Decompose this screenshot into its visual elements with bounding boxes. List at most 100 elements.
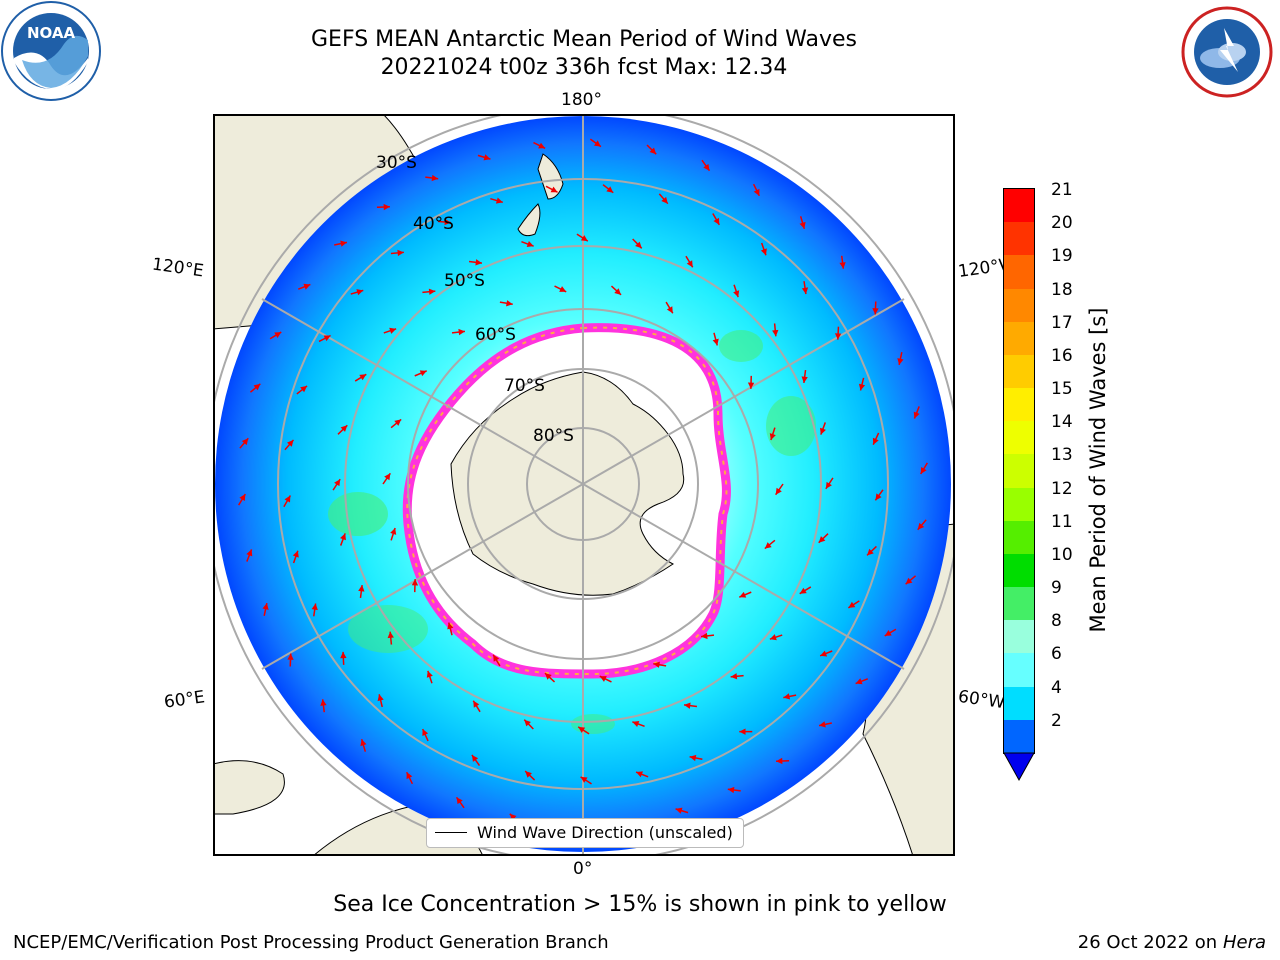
wave-arrow-head xyxy=(739,591,747,598)
wave-arrow-head xyxy=(820,650,828,657)
wave-arrow-head xyxy=(274,332,282,338)
wave-arrow-head xyxy=(262,603,269,610)
wave-arrow-head xyxy=(783,693,791,700)
footer-machine: Hera xyxy=(1222,932,1266,953)
wave-arrow-head xyxy=(526,241,534,248)
wave-arrow-head xyxy=(733,290,740,298)
colorbar-segment xyxy=(1004,454,1034,489)
colorbar-label: Mean Period of Wind Waves [s] xyxy=(1086,307,1110,633)
wave-arrow-head xyxy=(389,327,397,334)
wave-arrow-head xyxy=(769,433,776,441)
colorbar-tick-label: 14 xyxy=(1051,412,1073,433)
wave-arrow-head xyxy=(905,577,913,585)
wave-arrow-head xyxy=(580,776,588,783)
wave-arrow-head xyxy=(739,728,746,735)
wave-arrow-head xyxy=(544,673,552,680)
wave-arrow-head xyxy=(593,140,601,147)
meridian-label-120e: 120°E xyxy=(150,254,205,282)
wave-arrow-head xyxy=(848,601,856,608)
colorbar-segment xyxy=(1004,553,1034,588)
wave-arrow-head xyxy=(818,536,826,543)
colorbar-tick-label: 6 xyxy=(1051,644,1062,665)
wave-arrow-head xyxy=(559,286,567,292)
colorbar-tick-label: 2 xyxy=(1051,710,1062,731)
wave-arrow-head xyxy=(292,550,299,558)
wave-arrow-head xyxy=(303,283,311,290)
colorbar-segment xyxy=(1004,719,1034,754)
colorbar-segment xyxy=(1004,620,1034,654)
wave-arrow-head xyxy=(419,370,427,377)
wave-arrow-head xyxy=(884,630,892,636)
wave-arrow-head xyxy=(776,757,783,765)
colorbar-tick-label: 8 xyxy=(1051,611,1062,632)
wave-arrow-head xyxy=(730,673,738,680)
wave-arrow-head xyxy=(483,154,491,161)
lat-label-80s: 80°S xyxy=(533,426,574,446)
lat-label-60s: 60°S xyxy=(475,325,516,345)
colorbar-segment xyxy=(1004,388,1034,422)
wave-arrow-head xyxy=(287,653,294,660)
wave-arrow-head xyxy=(819,427,826,435)
wave-arrow-head xyxy=(340,533,347,541)
wave-arrow-head xyxy=(920,467,927,474)
antarctic-map xyxy=(213,114,955,856)
colorbar-tick-label: 19 xyxy=(1051,246,1073,267)
wave-arrow-head xyxy=(872,437,879,445)
footer-left: NCEP/EMC/Verification Post Processing Pr… xyxy=(13,932,609,953)
wave-arrow-head xyxy=(917,522,925,530)
wave-arrow-head xyxy=(241,438,249,446)
wave-arrow-head xyxy=(825,481,832,489)
wave-arrow-head xyxy=(383,203,390,211)
legend-label: Wind Wave Direction (unscaled) xyxy=(477,823,733,842)
lat-label-40s: 40°S xyxy=(413,214,454,234)
wave-arrow-head xyxy=(538,142,546,149)
wave-direction-arrows xyxy=(238,138,928,830)
colorbar-tick-label: 11 xyxy=(1051,511,1073,532)
wave-arrow-head xyxy=(772,329,779,337)
map-legend: Wind Wave Direction (unscaled) xyxy=(426,818,744,848)
wave-arrow-head xyxy=(387,631,394,639)
wave-arrow-head xyxy=(384,473,391,481)
wave-arrow-head xyxy=(390,527,397,535)
wave-arrow-head xyxy=(872,308,879,315)
wave-arrow-head xyxy=(684,702,691,709)
wave-arrow-head xyxy=(913,411,920,419)
wave-arrow-head xyxy=(747,382,755,389)
lat-label-30s: 30°S xyxy=(376,153,417,173)
wave-arrow-head xyxy=(661,196,668,204)
wave-arrow-head xyxy=(377,694,384,702)
wave-arrow-head xyxy=(239,494,246,501)
wave-arrow-head xyxy=(897,358,904,365)
colorbar-segment xyxy=(1004,321,1034,356)
wave-arrow-head xyxy=(703,163,710,171)
colorbar-segment xyxy=(1004,587,1034,621)
wave-arrow-head xyxy=(875,493,882,501)
colorbar-segment xyxy=(1004,255,1034,290)
wave-arrow-head xyxy=(360,739,367,747)
colorbar-tick-label: 21 xyxy=(1051,180,1073,200)
wave-arrow-head xyxy=(769,634,777,641)
colorbar-tick-label: 20 xyxy=(1051,213,1073,234)
wave-arrow-head xyxy=(675,807,683,814)
colorbar-ticks: 21 20 19 18 17 16 15 14 13 12 11 10 9 8 6 4 2 xyxy=(1037,180,1077,770)
meridian-label-60e: 60°E xyxy=(162,687,207,713)
wave-arrow-head xyxy=(411,579,419,586)
wave-arrow-head xyxy=(834,333,842,340)
colorbar-segment xyxy=(1004,487,1034,522)
wave-arrow-head xyxy=(753,188,760,196)
map-frame xyxy=(213,114,955,856)
sea-ice-note: Sea Ice Concentration > 15% is shown in … xyxy=(333,892,947,917)
wave-arrow-head xyxy=(686,260,693,268)
wave-arrow-head xyxy=(475,259,482,266)
footer-right: 26 Oct 2022 on Hera xyxy=(1078,932,1266,954)
nws-logo xyxy=(1181,6,1273,98)
wave-arrow-head xyxy=(855,678,863,685)
colorbar-segment xyxy=(1004,653,1034,688)
wave-arrow-head xyxy=(340,651,347,659)
wave-arrow-head xyxy=(493,654,500,662)
colorbar xyxy=(1003,188,1035,754)
wave-arrow-head xyxy=(635,241,642,249)
noaa-logo: NOAA xyxy=(1,1,101,101)
lat-label-70s: 70°S xyxy=(504,376,545,396)
wave-arrow-head xyxy=(713,217,720,225)
